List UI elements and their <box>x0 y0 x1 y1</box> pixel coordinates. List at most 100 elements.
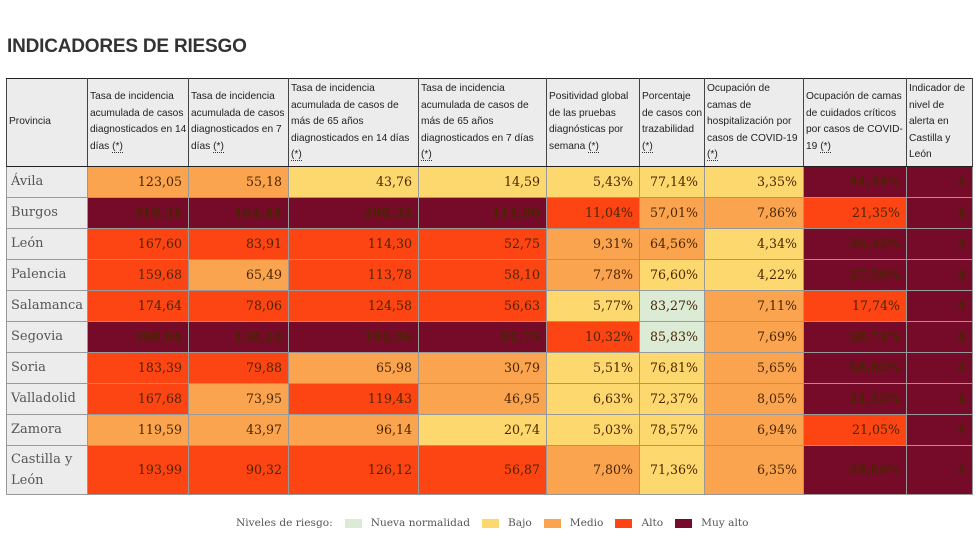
legend-items: Nueva normalidad Bajo Medio Alto Muy alto <box>333 517 749 529</box>
indicator-cell: 308,84 <box>87 320 189 353</box>
legend-label: Niveles de riesgo: <box>236 517 333 529</box>
indicator-cell: 57,01% <box>639 196 705 229</box>
indicator-cell: 174,64 <box>87 289 189 322</box>
indicator-cell: 4 <box>906 258 973 291</box>
column-header: Tasa de incidencia acumulada de casos de… <box>288 78 419 167</box>
indicator-cell: 56,63 <box>418 289 547 322</box>
province-cell: Segovia <box>6 320 88 353</box>
province-cell: Castilla y León <box>6 444 88 495</box>
column-header: Tasa de incidencia acumulada de casos di… <box>188 78 289 167</box>
indicator-cell: 17,74% <box>803 289 907 322</box>
indicator-cell: 193,99 <box>87 444 189 495</box>
indicator-cell: 194,96 <box>288 320 419 353</box>
footnote-marker[interactable]: (*) <box>213 141 224 154</box>
indicator-cell: 55,18 <box>188 165 289 198</box>
indicator-cell: 96,14 <box>288 413 419 446</box>
indicator-cell: 83,27% <box>639 289 705 322</box>
indicator-cell: 5,03% <box>546 413 640 446</box>
indicator-cell: 7,11% <box>704 289 804 322</box>
indicator-cell: 183,39 <box>87 351 189 384</box>
indicator-cell: 20,74 <box>418 413 547 446</box>
table-row: Castilla y León 193,99 90,32 126,12 56,87 7,8… <box>6 444 973 495</box>
indicator-cell: 85,83% <box>639 320 705 353</box>
column-header-label: Ocupación de camas de cuidados críticos … <box>806 91 903 153</box>
column-header: Indicador de nivel de alerta en Castilla… <box>906 78 973 167</box>
legend-item-label: Nueva normalidad <box>370 517 470 529</box>
legend-item-label: Muy alto <box>701 517 749 529</box>
legend-item: Medio <box>543 517 604 529</box>
indicator-cell: 138,13 <box>188 320 289 353</box>
indicator-cell: 5,65% <box>704 351 804 384</box>
indicator-cell: 44,44% <box>803 165 907 198</box>
indicator-cell: 65,49 <box>188 258 289 291</box>
indicator-cell: 26,32% <box>803 227 907 260</box>
column-header-label: Porcentaje de casos con trazabilidad <box>642 91 703 136</box>
indicator-cell: 7,78% <box>546 258 640 291</box>
column-header: Provincia <box>6 78 88 167</box>
table-row: Soria 183,39 79,88 65,98 30,79 5,51% 76,81% 5,6… <box>6 351 973 384</box>
indicator-cell: 21,35% <box>803 196 907 229</box>
column-header-label: Tasa de incidencia acumulada de casos de… <box>421 83 534 144</box>
indicator-cell: 206,32 <box>288 196 419 229</box>
indicator-cell: 113,78 <box>288 258 419 291</box>
indicator-cell: 73,95 <box>188 382 289 415</box>
indicator-cell: 5,51% <box>546 351 640 384</box>
indicator-cell: 52,75 <box>418 227 547 260</box>
table-row: Segovia 308,84 138,13 194,96 91,75 10,32% 85,8… <box>6 320 973 353</box>
column-header-label: Provincia <box>9 116 51 128</box>
indicator-cell: 65,98 <box>288 351 419 384</box>
indicator-cell: 78,06 <box>188 289 289 322</box>
legend-swatch <box>344 518 362 528</box>
footnote-marker[interactable]: (*) <box>707 149 718 162</box>
indicator-cell: 114,30 <box>288 227 419 260</box>
indicator-cell: 38,71% <box>803 320 907 353</box>
province-cell: Burgos <box>6 196 88 229</box>
province-cell: Palencia <box>6 258 88 291</box>
footnote-marker[interactable]: (*) <box>291 149 302 162</box>
footnote-marker[interactable]: (*) <box>112 141 123 154</box>
indicator-cell: 78,57% <box>639 413 705 446</box>
table-row: Salamanca 174,64 78,06 124,58 56,63 5,77% 83,2… <box>6 289 973 322</box>
indicator-cell: 7,69% <box>704 320 804 353</box>
footnote-marker[interactable]: (*) <box>421 149 432 162</box>
indicator-cell: 4,22% <box>704 258 804 291</box>
indicator-cell: 4,34% <box>704 227 804 260</box>
legend-item: Alto <box>615 517 663 529</box>
indicator-cell: 77,14% <box>639 165 705 198</box>
indicator-cell: 7,80% <box>546 444 640 495</box>
legend-swatch <box>615 518 633 528</box>
footnote-marker[interactable]: (*) <box>588 141 599 154</box>
indicator-cell: 4 <box>906 413 973 446</box>
risk-indicators-table: Provincia Tasa de incidencia acumulada de… <box>6 78 973 495</box>
legend-item-label: Medio <box>569 517 604 529</box>
indicator-cell: 167,68 <box>87 382 189 415</box>
indicator-cell: 164,41 <box>188 196 289 229</box>
column-header-label: Tasa de incidencia acumulada de casos di… <box>90 91 187 153</box>
footnote-marker[interactable]: (*) <box>820 141 831 154</box>
indicator-cell: 7,86% <box>704 196 804 229</box>
indicator-cell: 14,59 <box>418 165 547 198</box>
indicator-cell: 124,58 <box>288 289 419 322</box>
footnote-marker[interactable]: (*) <box>642 141 653 154</box>
indicator-cell: 31,15% <box>803 382 907 415</box>
indicator-cell: 5,43% <box>546 165 640 198</box>
indicator-cell: 76,60% <box>639 258 705 291</box>
indicator-cell: 4 <box>906 382 973 415</box>
province-cell: Valladolid <box>6 382 88 415</box>
indicator-cell: 21,05% <box>803 413 907 446</box>
indicator-cell: 6,94% <box>704 413 804 446</box>
indicator-cell: 30,79 <box>418 351 547 384</box>
province-cell: Salamanca <box>6 289 88 322</box>
header-row: Provincia Tasa de incidencia acumulada de… <box>6 78 973 167</box>
table-row: Valladolid 167,68 73,95 119,43 46,95 6,63% 72,… <box>6 382 973 415</box>
indicator-cell: 119,59 <box>87 413 189 446</box>
indicator-cell: 4 <box>906 444 973 495</box>
indicator-cell: 8,05% <box>704 382 804 415</box>
indicator-cell: 76,81% <box>639 351 705 384</box>
indicator-cell: 56,87 <box>418 444 547 495</box>
table-row: Zamora 119,59 43,97 96,14 20,74 5,03% 78,57% 6,… <box>6 413 973 446</box>
column-header-label: Tasa de incidencia acumulada de casos de… <box>291 83 410 144</box>
indicator-cell: 28,66% <box>803 444 907 495</box>
indicator-cell: 167,60 <box>87 227 189 260</box>
indicator-cell: 126,12 <box>288 444 419 495</box>
